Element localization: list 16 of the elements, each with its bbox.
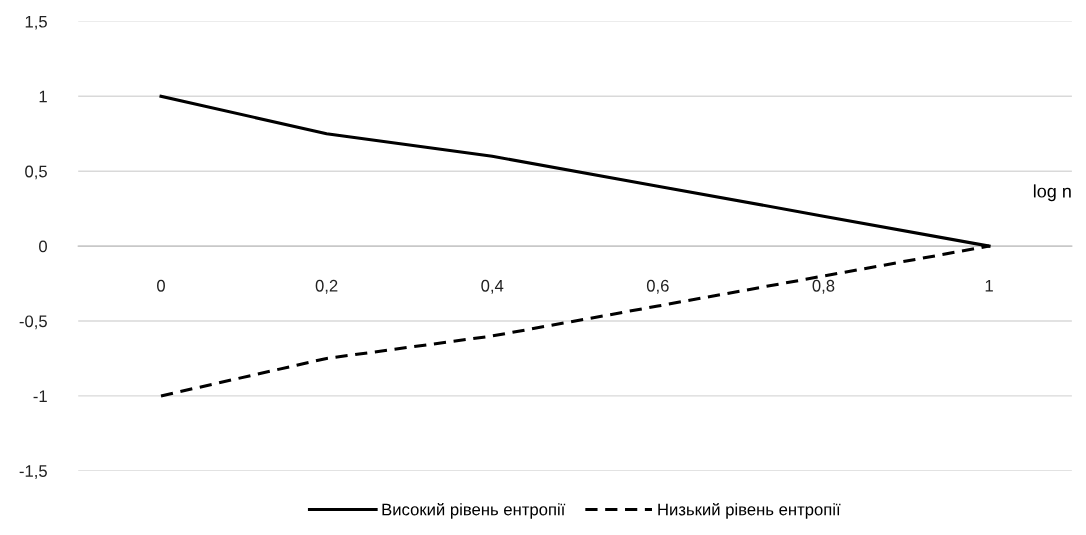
legend-label: Низький рівень ентропії [658, 502, 841, 519]
y-tick-label: 0 [39, 240, 47, 253]
x-tick-label: 0,6 [646, 279, 669, 294]
x-tick-label: 0,4 [481, 279, 504, 294]
y-tick-label: 1,5 [25, 15, 47, 30]
y-tick-label: -1,5 [19, 465, 47, 479]
x-tick-label: 1 [985, 280, 993, 292]
y-tick-label: -1 [33, 390, 47, 402]
y-tick-label: 1 [39, 90, 47, 103]
y-tick-label: -0,5 [19, 315, 47, 330]
y-tick-label: 0,5 [25, 165, 47, 180]
x-tick-label: 0 [157, 279, 165, 292]
x-tick-label: 0,8 [812, 279, 835, 294]
x-axis-title: log n [1033, 184, 1071, 202]
x-tick-label: 0,2 [315, 279, 338, 294]
legend-label: Високий рівень ентропії [382, 502, 566, 519]
